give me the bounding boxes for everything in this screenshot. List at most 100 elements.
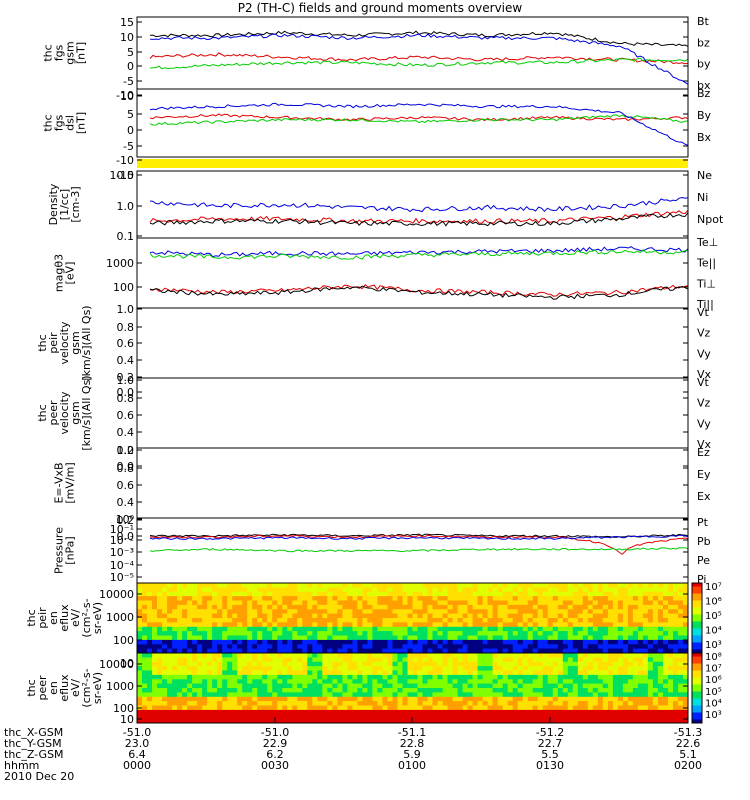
heatmap-cell xyxy=(442,613,449,619)
heatmap-cell xyxy=(452,653,459,658)
heatmap-cell xyxy=(292,679,298,685)
heatmap-cell xyxy=(352,618,358,623)
heatmap-cell xyxy=(362,692,368,698)
heatmap-cell xyxy=(657,674,664,680)
heatmap-cell xyxy=(447,600,454,606)
heatmap-cell xyxy=(407,591,413,597)
heatmap-cell xyxy=(242,587,248,593)
heatmap-cell xyxy=(673,626,679,632)
heatmap-cell xyxy=(257,683,263,689)
heatmap-cell xyxy=(663,696,669,702)
heatmap-cell xyxy=(457,635,464,641)
heatmap-cell xyxy=(668,679,674,685)
heatmap-cell xyxy=(207,692,213,698)
heatmap-cell xyxy=(497,714,504,720)
heatmap-cell xyxy=(612,609,619,615)
y-tick-label: 0.0 xyxy=(117,530,135,543)
heatmap-cell xyxy=(342,618,348,623)
heatmap-cell xyxy=(267,666,273,671)
heatmap-cell xyxy=(452,701,459,706)
heatmap-cell xyxy=(307,644,313,650)
heatmap-cell xyxy=(462,600,469,606)
heatmap-cell xyxy=(192,661,198,667)
heatmap-cell xyxy=(287,692,293,698)
heatmap-cell xyxy=(537,705,544,711)
heatmap-cell xyxy=(532,714,539,720)
heatmap-cell xyxy=(277,714,283,720)
heatmap-cell xyxy=(492,696,499,702)
heatmap-cell xyxy=(322,648,328,654)
heatmap-cell xyxy=(352,709,358,715)
heatmap-cell xyxy=(678,683,684,689)
heatmap-cell xyxy=(342,639,348,645)
heatmap-cell xyxy=(272,631,278,636)
heatmap-cell xyxy=(587,714,594,720)
heatmap-cell xyxy=(322,718,328,724)
heatmap-cell xyxy=(227,653,233,658)
heatmap-cell xyxy=(352,666,358,671)
heatmap-cell xyxy=(617,705,624,711)
heatmap-cell xyxy=(262,653,268,658)
heatmap-cell xyxy=(602,696,609,702)
heatmap-cell xyxy=(678,666,684,671)
heatmap-cell xyxy=(673,635,679,641)
heatmap-cell xyxy=(177,591,183,597)
heatmap-cell xyxy=(297,653,303,658)
x-axis-value: 22.6 xyxy=(676,737,701,750)
heatmap-cell xyxy=(342,666,348,671)
heatmap-cell xyxy=(147,639,153,645)
heatmap-cell xyxy=(287,670,293,676)
heatmap-cell xyxy=(407,709,413,715)
heatmap-cell xyxy=(397,618,403,623)
heatmap-cell xyxy=(557,604,564,610)
heatmap-cell xyxy=(357,653,363,658)
heatmap-cell xyxy=(537,714,544,720)
heatmap-cell xyxy=(412,718,418,724)
heatmap-cell xyxy=(192,683,198,689)
heatmap-cell xyxy=(668,596,674,601)
heatmap-cell xyxy=(387,631,393,636)
heatmap-cell xyxy=(197,644,203,650)
heatmap-cell xyxy=(327,705,333,711)
heatmap-cell xyxy=(207,639,213,645)
heatmap-cell xyxy=(517,705,524,711)
heatmap-cell xyxy=(397,604,403,610)
heatmap-cell xyxy=(372,622,378,628)
heatmap-cell xyxy=(212,613,218,619)
heatmap-cell xyxy=(227,666,233,671)
colorbar-swatch xyxy=(692,618,702,622)
heatmap-cell xyxy=(307,666,313,671)
heatmap-cell xyxy=(602,591,609,597)
heatmap-cell xyxy=(232,622,238,628)
heatmap-cell xyxy=(627,674,634,680)
heatmap-cell xyxy=(567,622,574,628)
heatmap-cell xyxy=(192,609,198,615)
heatmap-cell xyxy=(462,679,469,685)
heatmap-cell xyxy=(452,609,459,615)
heatmap-cell xyxy=(277,609,283,615)
heatmap-cell xyxy=(492,657,499,663)
heatmap-cell xyxy=(142,635,148,641)
heatmap-cell xyxy=(212,618,218,623)
heatmap-cell xyxy=(452,688,459,693)
heatmap-cell xyxy=(557,718,564,724)
heatmap-cell xyxy=(502,622,509,628)
heatmap-cell xyxy=(607,666,614,671)
series-line-Te xyxy=(149,285,689,300)
heatmap-cell xyxy=(663,683,669,689)
heatmap-cell xyxy=(337,622,343,628)
heatmap-cell xyxy=(137,604,143,610)
heatmap-cell xyxy=(673,591,679,597)
heatmap-cell xyxy=(467,701,474,706)
heatmap-cell xyxy=(322,587,328,593)
heatmap-cell xyxy=(232,696,238,702)
heatmap-cell xyxy=(452,683,459,689)
heatmap-cell xyxy=(467,709,474,715)
heatmap-cell xyxy=(322,604,328,610)
heatmap-cell xyxy=(297,600,303,606)
heatmap-cell xyxy=(412,688,418,693)
heatmap-cell xyxy=(172,709,178,715)
heatmap-cell xyxy=(642,705,649,711)
heatmap-cell xyxy=(627,644,634,650)
